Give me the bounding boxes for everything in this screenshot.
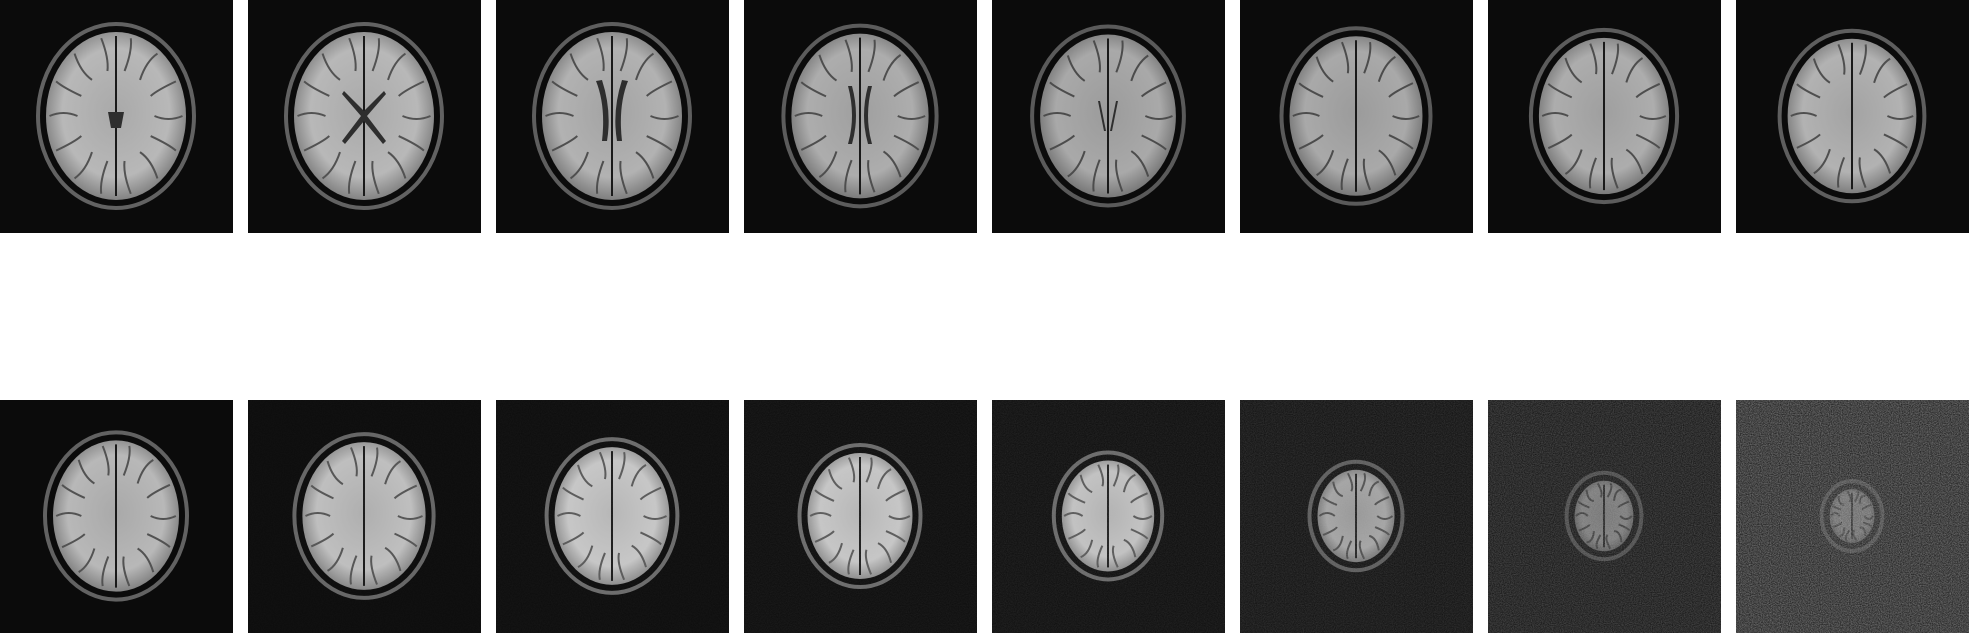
brain-mri-slice-icon [43, 430, 189, 602]
mri-slice-tile [744, 400, 977, 633]
image-noise [992, 400, 1225, 633]
skull-outline [1279, 26, 1433, 206]
skull-outline [43, 430, 189, 602]
brain-mri-slice-icon [36, 22, 196, 210]
ventricles [108, 112, 124, 128]
mri-slice-tile [248, 400, 481, 633]
image-noise [1240, 400, 1473, 633]
brain-mri-slice-icon [1528, 27, 1680, 205]
skull-outline [781, 23, 939, 209]
brain-mri-slice-icon [1030, 24, 1186, 208]
mri-slice-tile [496, 0, 729, 233]
mri-slice-tile [0, 400, 233, 633]
brain-mri-slice-icon [1240, 400, 1473, 633]
sulci-pattern [297, 37, 431, 195]
skull-outline [532, 22, 692, 210]
brain-mri-slice-icon [1279, 26, 1433, 206]
mri-slice-tile [1488, 400, 1721, 633]
sulci-pattern [1292, 41, 1420, 191]
sulci-pattern [1043, 40, 1173, 192]
brain-mri-slice-icon [284, 22, 444, 210]
mri-slice-tile [1736, 0, 1969, 233]
sulci-pattern [545, 37, 679, 195]
ventricles [342, 91, 386, 144]
mri-slice-tile [496, 400, 729, 633]
mri-slice-tile [1240, 0, 1473, 233]
mri-slice-tile [992, 400, 1225, 633]
sulci-pattern [49, 37, 183, 195]
brain-mri-slice-icon [1488, 400, 1721, 633]
mri-slice-tile [1240, 400, 1473, 633]
sulci-pattern [55, 445, 177, 587]
image-noise [744, 400, 977, 633]
brain-mri-slice-icon [744, 400, 977, 633]
ventricles [1098, 101, 1118, 131]
mri-slice-tile [248, 0, 481, 233]
brain-mri-slice-icon [781, 23, 939, 209]
ventricles [848, 86, 872, 144]
brain-mri-slice-icon [1777, 28, 1927, 204]
skull-outline [1777, 28, 1927, 204]
skull-outline [1030, 24, 1186, 208]
image-noise [1736, 400, 1969, 633]
skull-outline [284, 22, 444, 210]
brain-mri-slice-icon [532, 22, 692, 210]
ventricles [596, 80, 628, 141]
skull-outline [1528, 27, 1680, 205]
mri-slice-tile [744, 0, 977, 233]
mri-slice-tile [1736, 400, 1969, 633]
brain-mri-slice-icon [248, 400, 481, 633]
sulci-pattern [794, 39, 926, 193]
image-noise [496, 400, 729, 633]
brain-mri-slice-icon [496, 400, 729, 633]
image-noise [248, 400, 481, 633]
image-noise [1488, 400, 1721, 633]
sulci-pattern [1790, 44, 1914, 188]
mri-slice-tile [1488, 0, 1721, 233]
brain-mri-slice-icon [1736, 400, 1969, 633]
mri-slice-tile [0, 0, 233, 233]
sulci-pattern [1541, 43, 1667, 189]
mri-slice-tile [992, 0, 1225, 233]
brain-mri-slice-icon [992, 400, 1225, 633]
skull-outline [36, 22, 196, 210]
